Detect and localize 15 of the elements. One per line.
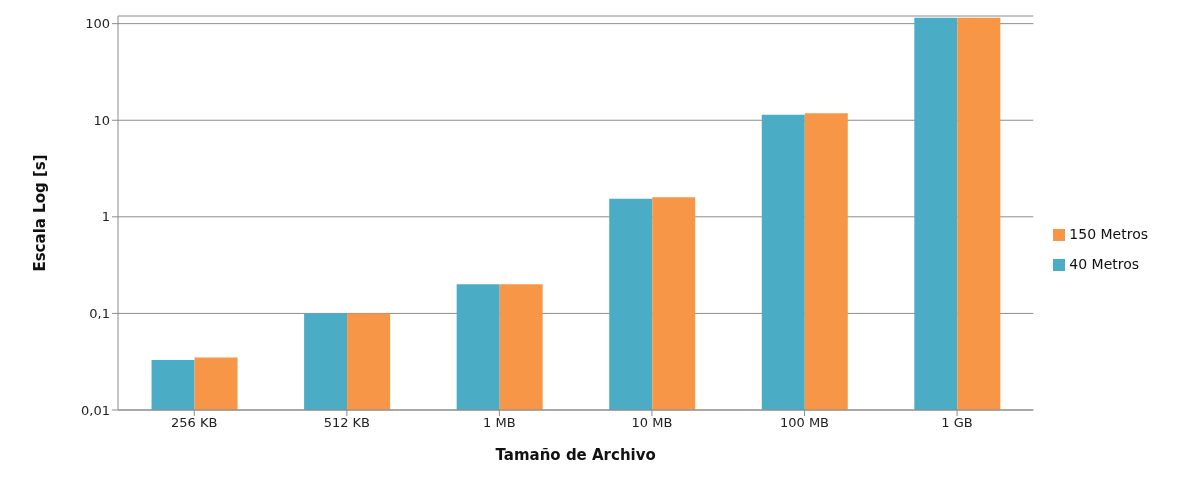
y-axis-title: Escala Log [s] xyxy=(31,154,50,272)
x-tick-label: 256 KB xyxy=(171,415,218,431)
y-tick-label: 1 xyxy=(101,209,110,225)
x-tick-label: 1 MB xyxy=(483,415,516,431)
x-tick-label: 1 GB xyxy=(941,415,973,431)
legend-label: 150 Metros xyxy=(1069,226,1148,242)
legend-label: 40 Metros xyxy=(1069,256,1140,272)
y-tick-label: 100 xyxy=(85,16,110,32)
x-tick-label: 100 MB xyxy=(779,415,830,431)
x-tick-label: 10 MB xyxy=(631,415,673,431)
y-tick-label: 10 xyxy=(93,112,110,128)
y-tick-label: 0,1 xyxy=(89,306,110,322)
x-axis-title: Tamaño de Archivo xyxy=(495,446,656,464)
x-tick-label: 512 KB xyxy=(323,415,371,431)
y-tick-label: 0,01 xyxy=(81,402,110,418)
